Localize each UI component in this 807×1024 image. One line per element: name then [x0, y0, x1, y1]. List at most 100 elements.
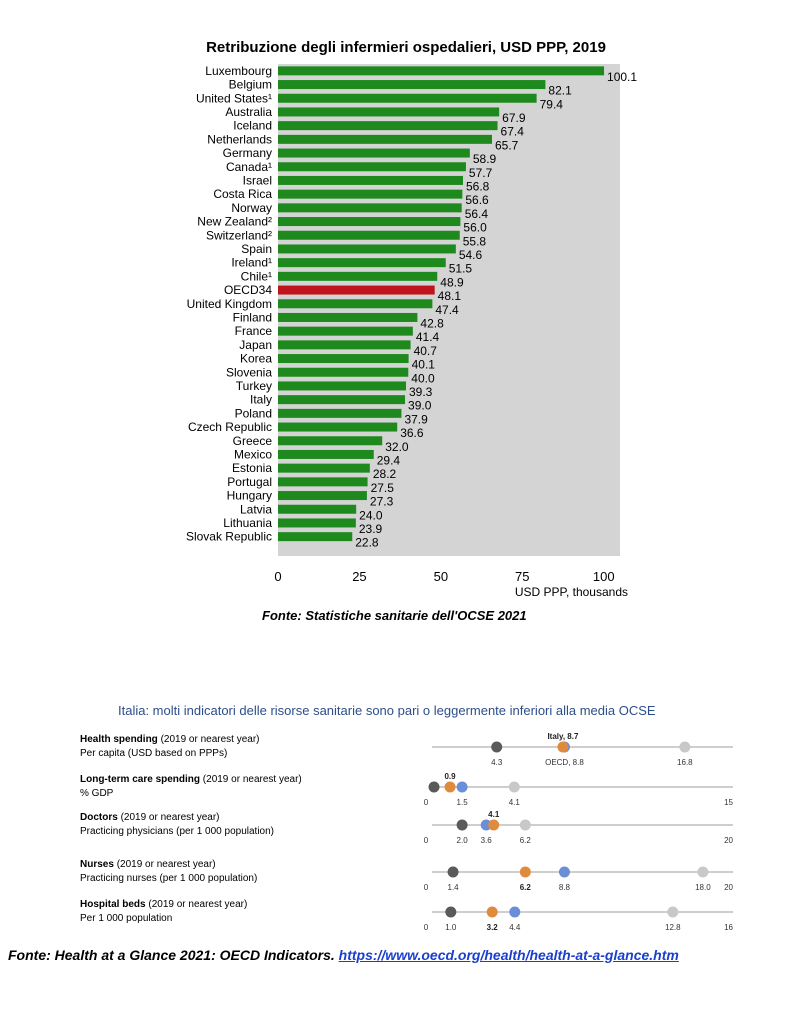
max-dot [519, 819, 531, 831]
italy-label: 6.2 [520, 883, 532, 892]
category-label: Portugal [227, 475, 272, 489]
category-label: New Zealand² [197, 215, 272, 229]
oecd-label: OECD, 8.8 [545, 758, 584, 767]
bar [278, 230, 460, 240]
min-label: 2.0 [457, 836, 469, 845]
bar [278, 217, 461, 227]
indicator-name: Hospital beds (2019 or nearest year) [80, 899, 247, 910]
bar [278, 203, 462, 213]
max-dot [679, 741, 691, 753]
value-label: 36.6 [400, 426, 424, 440]
source-link[interactable]: https://www.oecd.org/health/health-at-a-… [338, 947, 679, 963]
bar [278, 463, 370, 473]
bar [278, 395, 406, 405]
plot-background [278, 64, 620, 556]
value-label: 56.8 [466, 179, 490, 193]
bar [278, 285, 435, 295]
oecd-label: 8.8 [559, 883, 571, 892]
value-label: 28.2 [373, 467, 397, 481]
category-label: France [235, 324, 273, 338]
value-label: 22.8 [355, 536, 379, 550]
bar [278, 408, 402, 418]
bar [278, 148, 470, 158]
max-label: 12.8 [665, 923, 681, 932]
bar [278, 299, 433, 309]
tick-label: 50 [434, 569, 448, 584]
min-dot [428, 781, 440, 793]
value-label: 39.0 [408, 399, 432, 413]
category-label: Poland [235, 406, 272, 420]
category-label: OECD34 [224, 283, 272, 297]
chart1-title: Retribuzione degli infermieri ospedalier… [206, 39, 606, 56]
bar [278, 66, 605, 76]
category-label: Estonia [232, 461, 272, 475]
category-label: Iceland [233, 119, 272, 133]
chart2-title: Italia: molti indicatori delle risorse s… [118, 703, 656, 718]
value-label: 39.3 [409, 385, 433, 399]
category-label: Spain [241, 242, 272, 256]
category-label: Switzerland² [206, 228, 272, 242]
max-label: 6.2 [520, 836, 532, 845]
bar [278, 326, 413, 336]
bar [278, 532, 353, 542]
axis-min-label: 0 [424, 798, 429, 807]
bar [278, 422, 398, 432]
bar [278, 477, 368, 487]
indicator-subtitle: Practicing nurses (per 1 000 population) [80, 873, 257, 884]
category-label: Latvia [240, 502, 272, 516]
category-label: Italy [250, 393, 272, 407]
category-label: Costa Rica [213, 187, 272, 201]
value-label: 55.8 [463, 234, 487, 248]
italy-dot [519, 866, 531, 878]
value-label: 41.4 [416, 330, 440, 344]
italy-dot [557, 741, 569, 753]
category-label: Norway [231, 201, 272, 215]
category-label: Israel [243, 173, 272, 187]
max-dot [508, 781, 520, 793]
max-label: 16.8 [677, 758, 693, 767]
category-label: Germany [223, 146, 272, 160]
value-label: 24.0 [359, 508, 383, 522]
max-dot [697, 866, 709, 878]
category-label: Ireland¹ [231, 256, 272, 270]
max-label: 4.1 [509, 798, 521, 807]
x-axis-ticks: 0 25 50 75 100 [274, 569, 614, 584]
axis-max-label: 15 [724, 798, 733, 807]
bar [278, 518, 356, 528]
bar [278, 93, 537, 103]
chart2-source: Fonte: Health at a Glance 2021: OECD Ind… [8, 946, 798, 964]
oecd-label: 1.5 [457, 798, 469, 807]
min-dot [456, 819, 468, 831]
indicator-name: Doctors (2019 or nearest year) [80, 812, 220, 823]
axis-min-label: 0 [424, 836, 429, 845]
value-label: 67.4 [501, 125, 525, 139]
value-label: 27.5 [371, 481, 395, 495]
value-label: 48.1 [438, 289, 462, 303]
source-text: Fonte: Health at a Glance 2021: OECD Ind… [8, 947, 335, 963]
bar [278, 80, 546, 90]
category-label: Hungary [227, 489, 272, 503]
oecd-dot [480, 819, 492, 831]
value-label: 65.7 [495, 138, 519, 152]
value-label: 56.6 [465, 193, 489, 207]
bar [278, 271, 438, 281]
value-label: 67.9 [502, 111, 526, 125]
min-label: 1.0 [445, 923, 457, 932]
value-label: 58.9 [473, 152, 497, 166]
bar [278, 175, 464, 185]
max-label: 18.0 [695, 883, 711, 892]
bar [278, 312, 418, 322]
indicator-name: Nurses (2019 or nearest year) [80, 859, 216, 870]
italy-label: 4.1 [488, 810, 500, 819]
oecd-dot [456, 781, 468, 793]
x-axis-label: USD PPP, thousands [515, 585, 628, 599]
bar [278, 244, 456, 254]
value-label: 40.7 [414, 344, 438, 358]
max-dot [667, 906, 679, 918]
value-label: 79.4 [540, 97, 564, 111]
indicator-name: Health spending (2019 or nearest year) [80, 734, 260, 745]
oecd-label: 4.4 [509, 923, 521, 932]
italy-resources-dot-chart: Health spending (2019 or nearest year) Pe… [80, 732, 734, 932]
axis-min-label: 0 [424, 883, 429, 892]
bar [278, 107, 500, 117]
